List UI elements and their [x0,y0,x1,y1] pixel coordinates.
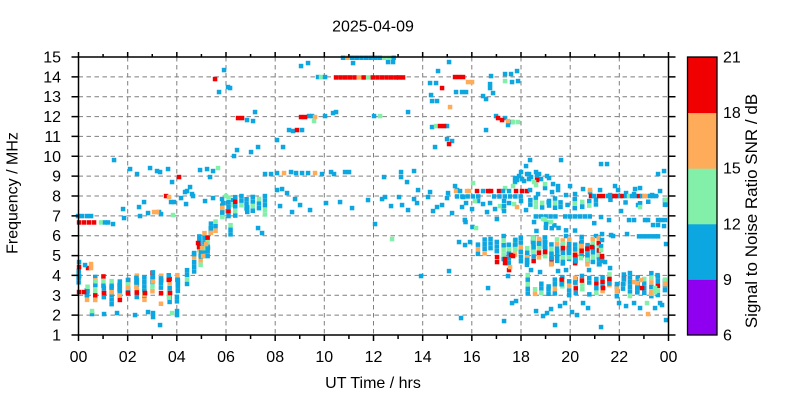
svg-text:06: 06 [217,349,235,366]
svg-text:5: 5 [52,248,61,265]
svg-text:18: 18 [512,349,530,366]
svg-text:16: 16 [463,349,481,366]
svg-text:02: 02 [119,349,137,366]
svg-text:18: 18 [723,105,741,122]
svg-text:9: 9 [723,272,732,289]
svg-text:08: 08 [266,349,284,366]
svg-text:04: 04 [168,349,186,366]
svg-text:22: 22 [610,349,628,366]
svg-text:12: 12 [365,349,383,366]
svg-text:14: 14 [43,69,61,86]
svg-text:12: 12 [43,109,61,126]
svg-text:00: 00 [660,349,678,366]
svg-text:00: 00 [70,349,88,366]
svg-text:7: 7 [52,208,61,225]
svg-text:1: 1 [52,328,61,345]
svg-text:9: 9 [52,169,61,186]
svg-text:15: 15 [43,50,61,67]
svg-text:10: 10 [43,149,61,166]
svg-text:Signal to Noise Ratio SNR / dB: Signal to Noise Ratio SNR / dB [742,94,761,328]
svg-text:UT Time / hrs: UT Time / hrs [325,375,421,392]
svg-text:14: 14 [414,349,432,366]
svg-text:6: 6 [52,228,61,245]
svg-text:3: 3 [52,288,61,305]
svg-text:13: 13 [43,89,61,106]
svg-text:Frequency / MHz: Frequency / MHz [5,132,22,254]
svg-text:11: 11 [44,129,61,146]
svg-text:2025-04-09: 2025-04-09 [332,19,414,36]
svg-text:8: 8 [52,189,61,206]
svg-text:12: 12 [723,216,741,233]
svg-text:10: 10 [315,349,333,366]
svg-text:21: 21 [723,50,741,67]
svg-text:15: 15 [723,161,741,178]
svg-text:2: 2 [52,308,61,325]
svg-text:20: 20 [561,349,579,366]
svg-text:6: 6 [723,328,732,345]
svg-text:4: 4 [52,268,61,285]
